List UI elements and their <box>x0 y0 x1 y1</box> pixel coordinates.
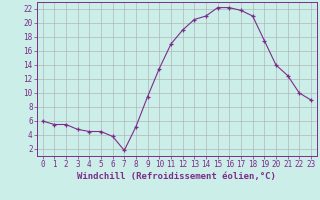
X-axis label: Windchill (Refroidissement éolien,°C): Windchill (Refroidissement éolien,°C) <box>77 172 276 181</box>
